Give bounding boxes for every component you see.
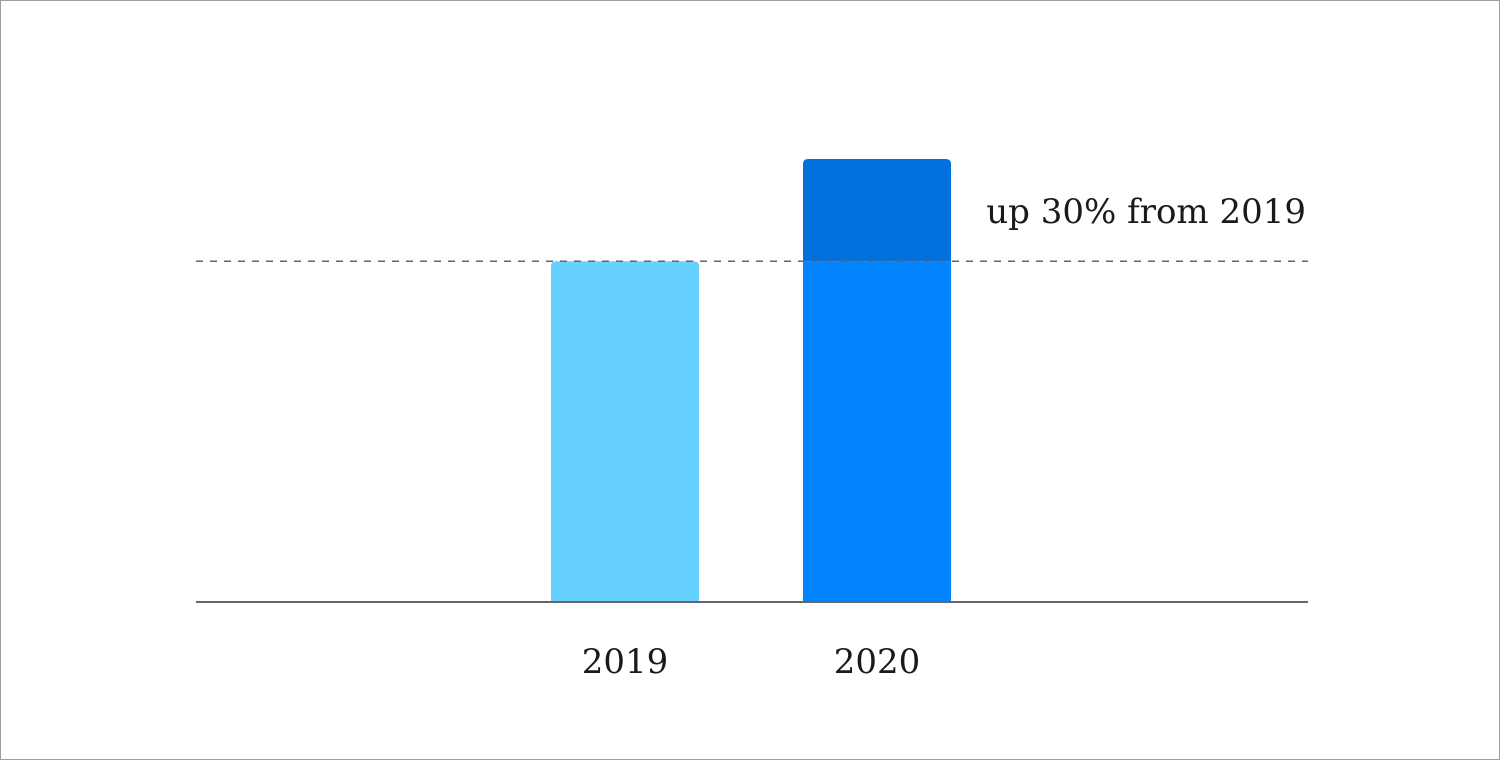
x-tick-label-2019: 2019 bbox=[582, 642, 669, 682]
annotation-label: up 30% from 2019 bbox=[986, 192, 1306, 232]
x-tick-labels: 2019 2020 bbox=[582, 642, 921, 682]
x-tick-label-2020: 2020 bbox=[834, 642, 921, 682]
bar-2020-increase bbox=[803, 159, 951, 262]
bars-layer bbox=[551, 159, 951, 602]
bar-2019 bbox=[551, 261, 699, 602]
bar-2020 bbox=[803, 261, 951, 602]
